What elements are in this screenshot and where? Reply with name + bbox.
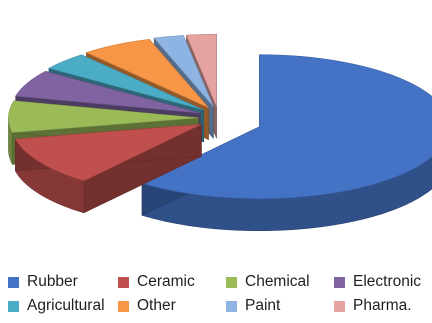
legend-label-pharma: Pharma.	[353, 297, 412, 314]
legend-label-electronic: Electronic	[353, 273, 422, 290]
legend-item-agricultural: Agricultural	[8, 294, 118, 318]
legend-swatch-other	[118, 300, 129, 312]
legend-item-paint: Paint	[226, 294, 334, 318]
legend-swatch-ceramic	[118, 276, 129, 288]
pie-slice-ceramic	[14, 123, 202, 214]
legend-item-pharma: Pharma.	[334, 294, 428, 318]
pie-slice-rubber	[141, 54, 432, 231]
legend-swatch-chemical	[226, 276, 237, 288]
legend-label-chemical: Chemical	[245, 273, 310, 290]
pie-chart	[8, 33, 432, 231]
legend-swatch-pharma	[334, 300, 345, 312]
chart-legend: Rubber Ceramic Chemical Electronic Agric…	[8, 270, 428, 320]
legend-label-paint: Paint	[245, 297, 281, 314]
legend-label-rubber: Rubber	[27, 273, 78, 290]
legend-label-other: Other	[137, 297, 176, 314]
legend-swatch-rubber	[8, 276, 19, 288]
legend-swatch-paint	[226, 300, 237, 312]
legend-item-ceramic: Ceramic	[118, 270, 226, 294]
legend-label-agricultural: Agricultural	[27, 297, 105, 314]
legend-item-electronic: Electronic	[334, 270, 428, 294]
legend-item-chemical: Chemical	[226, 270, 334, 294]
legend-swatch-agricultural	[8, 300, 19, 312]
legend-label-ceramic: Ceramic	[137, 273, 195, 290]
legend-item-rubber: Rubber	[8, 270, 118, 294]
legend-item-other: Other	[118, 294, 226, 318]
legend-swatch-electronic	[334, 276, 345, 288]
